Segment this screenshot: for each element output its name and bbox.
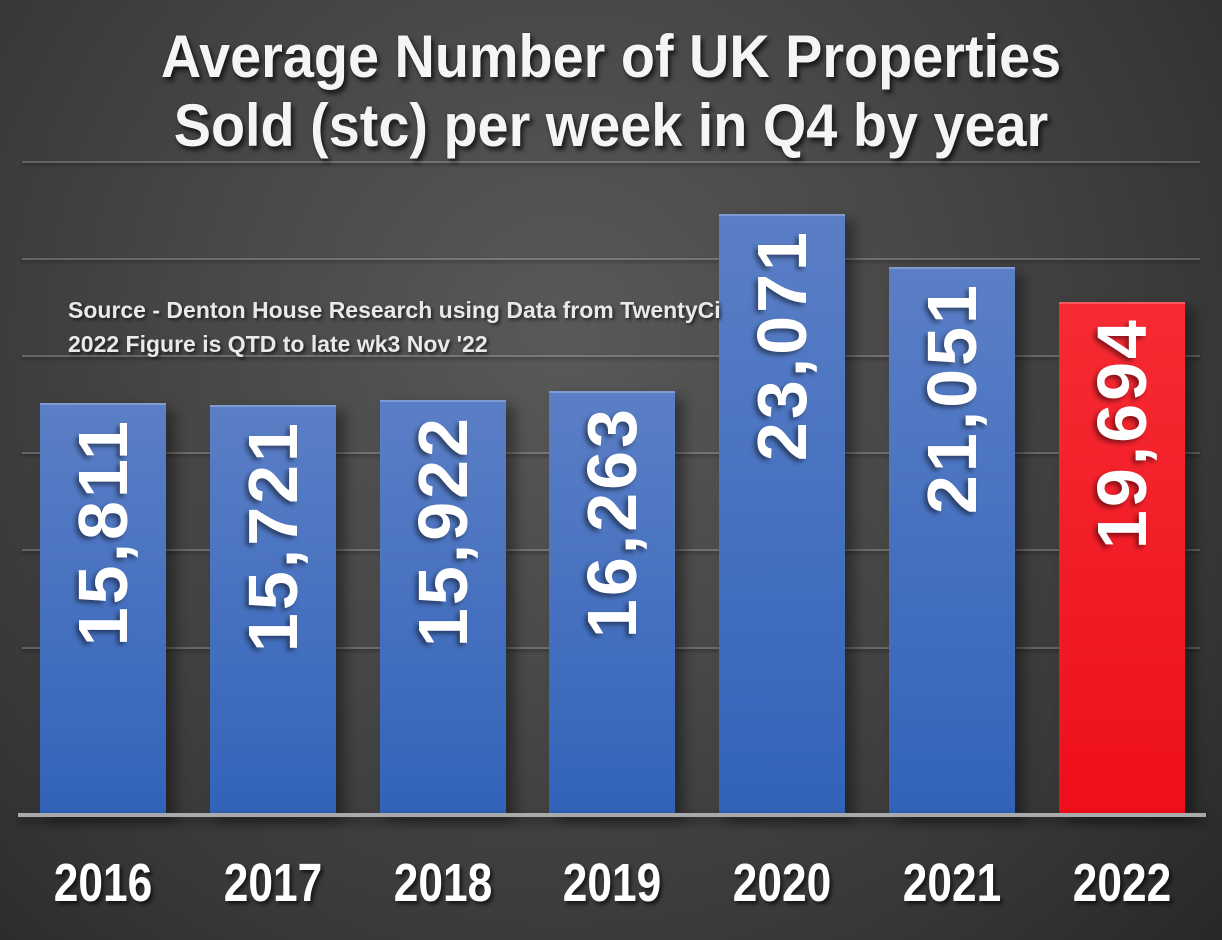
chart-title: Average Number of UK Properties Sold (st…	[0, 22, 1222, 160]
bar-value-label-2017: 15,721	[234, 420, 312, 653]
x-axis-label-2021: 2021	[902, 853, 1002, 913]
bar-value-label-wrap: 21,051	[889, 282, 1015, 514]
source-note: Source - Denton House Research using Dat…	[68, 293, 721, 361]
chart-title-line-1: Average Number of UK Properties	[160, 23, 1062, 90]
bar-value-label-wrap: 16,263	[549, 406, 675, 638]
chart-title-line-2: Sold (stc) per week in Q4 by year	[173, 92, 1049, 159]
bar-2021: 21,051	[889, 267, 1015, 815]
source-note-line-2: 2022 Figure is QTD to late wk3 Nov '22	[68, 331, 488, 357]
bar-value-label-wrap: 15,922	[380, 415, 506, 647]
bar-2017: 15,721	[210, 405, 336, 815]
bar-value-label-wrap: 15,811	[40, 418, 166, 646]
bar-value-label-2019: 16,263	[573, 406, 651, 639]
x-axis-label-2016: 2016	[53, 853, 153, 913]
x-axis-label-2019: 2019	[562, 853, 662, 913]
bar-value-label-wrap: 19,694	[1059, 317, 1185, 549]
bar-2019: 16,263	[549, 391, 675, 815]
bar-value-label-2022: 19,694	[1083, 317, 1161, 550]
bar-2018: 15,922	[380, 400, 506, 815]
bar-value-label-wrap: 23,071	[719, 229, 845, 461]
bar-value-label-wrap: 15,721	[210, 420, 336, 652]
gridline	[22, 161, 1200, 163]
bar-value-label-2020: 23,071	[743, 229, 821, 462]
x-axis-label-2020: 2020	[732, 853, 832, 913]
x-axis-line	[18, 813, 1206, 817]
x-axis-label-2018: 2018	[393, 853, 493, 913]
bar-value-label-2018: 15,922	[404, 415, 482, 648]
bar-value-label-2016: 15,811	[64, 418, 142, 647]
gridline	[22, 258, 1200, 260]
gridline	[22, 355, 1200, 357]
x-axis-label-2022: 2022	[1072, 853, 1172, 913]
source-note-line-1: Source - Denton House Research using Dat…	[68, 297, 721, 323]
x-axis-label-2017: 2017	[223, 853, 323, 913]
bar-2020: 23,071	[719, 214, 845, 815]
bar-value-label-2021: 21,051	[913, 282, 991, 515]
bar-2016: 15,811	[40, 403, 166, 815]
bar-2022: 19,694	[1059, 302, 1185, 815]
